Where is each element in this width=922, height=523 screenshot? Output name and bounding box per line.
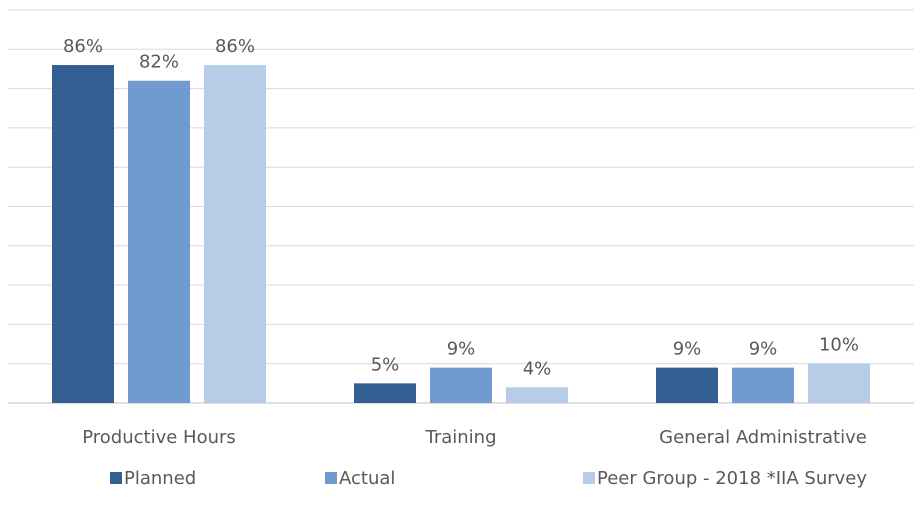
legend-label: Actual (339, 468, 395, 489)
data-label: 9% (673, 339, 702, 360)
x-tick-label: General Administrative (659, 427, 867, 448)
data-label: 9% (447, 339, 476, 360)
legend-swatch (583, 472, 595, 484)
data-label: 82% (139, 52, 179, 73)
data-label: 9% (749, 339, 778, 360)
bar (354, 383, 416, 403)
legend-label: Peer Group - 2018 *IIA Survey (597, 468, 867, 489)
bar (430, 367, 492, 403)
x-tick-label: Training (424, 427, 496, 448)
x-tick-label: Productive Hours (82, 427, 236, 448)
legend-swatch (325, 472, 337, 484)
data-label: 5% (371, 354, 400, 375)
bar (128, 80, 190, 404)
data-label: 86% (215, 36, 255, 57)
data-label: 86% (63, 36, 103, 57)
bar (808, 363, 870, 403)
bar (656, 367, 718, 403)
bar (506, 387, 568, 403)
bar (732, 367, 794, 403)
bar (204, 65, 266, 404)
data-label: 4% (523, 358, 552, 379)
data-label: 10% (819, 335, 859, 356)
legend-label: Planned (124, 468, 196, 489)
bar (52, 65, 114, 404)
legend-swatch (110, 472, 122, 484)
